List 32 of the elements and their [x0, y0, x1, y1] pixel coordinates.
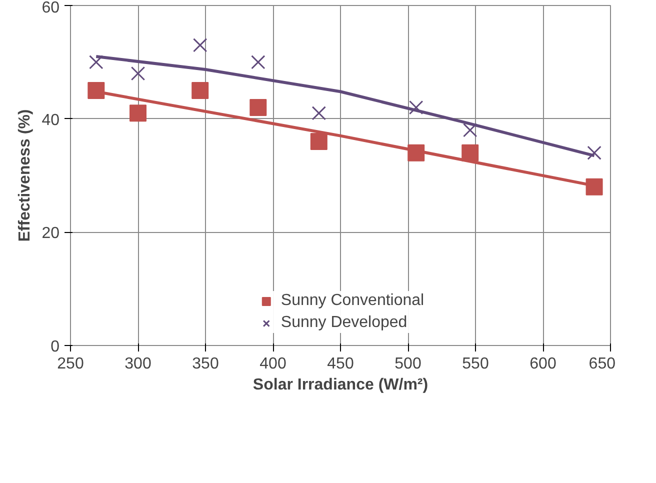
y-tick-label: 20 — [42, 225, 60, 242]
point — [88, 82, 105, 99]
x-tick-label: 500 — [394, 356, 422, 372]
x-tick-label: 400 — [260, 356, 286, 372]
x-tick-label: 300 — [124, 356, 152, 372]
point — [310, 133, 328, 150]
point — [587, 146, 602, 160]
x-tick-label: 250 — [57, 356, 84, 372]
point — [586, 178, 603, 196]
x-tick-label: 350 — [192, 356, 219, 372]
legend-label: Sunny Conventional — [280, 292, 424, 310]
point — [408, 100, 424, 115]
x-tick-label: 550 — [462, 356, 489, 372]
x-tick-label: 600 — [530, 356, 556, 372]
point — [462, 123, 478, 138]
x-axis-title: Solar Irradiance (W/m²) — [252, 376, 428, 394]
x-tick-label: 650 — [588, 356, 616, 372]
point — [192, 38, 208, 52]
y-tick-label: 0 — [50, 338, 60, 356]
legend-label: Sunny Developed — [280, 314, 408, 332]
point — [89, 55, 104, 70]
point — [251, 55, 266, 70]
point — [462, 144, 479, 162]
point — [130, 104, 146, 122]
point — [250, 99, 267, 116]
y-tick-label: 60 — [42, 0, 60, 16]
x-tick-label: 450 — [327, 356, 354, 372]
point — [130, 66, 146, 81]
y-axis-title: Effectiveness (%) — [16, 109, 34, 242]
y-tick-label: 40 — [42, 112, 60, 129]
point — [192, 82, 209, 99]
point — [312, 106, 326, 120]
